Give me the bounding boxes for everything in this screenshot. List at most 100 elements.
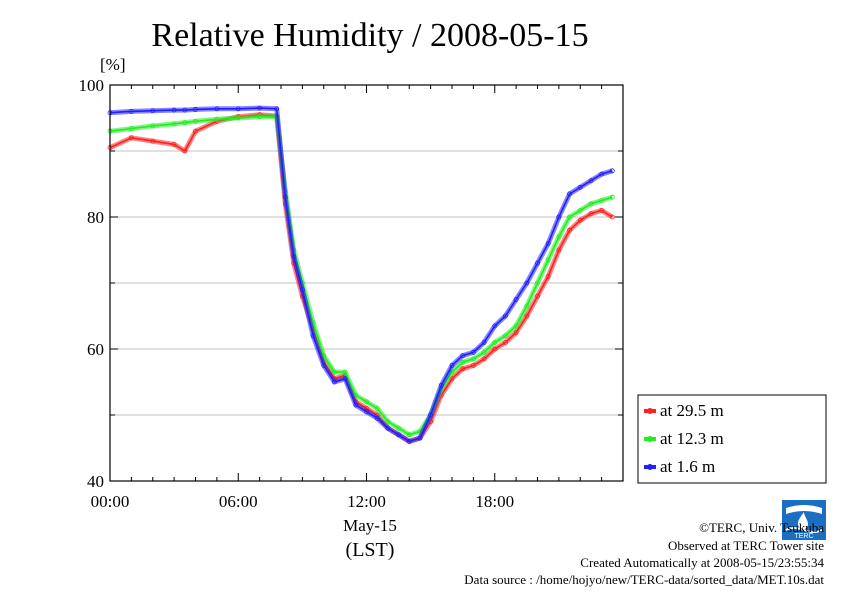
data-point — [535, 280, 540, 286]
y-tick-label: 40 — [87, 472, 104, 491]
chart-title: Relative Humidity / 2008-05-15 — [151, 17, 588, 54]
data-point — [438, 382, 444, 388]
data-point — [567, 191, 572, 197]
data-point — [470, 356, 476, 362]
axis-ticks — [109, 84, 624, 482]
legend-label: at 1.6 m — [660, 457, 715, 476]
data-point — [492, 323, 498, 329]
x-tick-label: 18:00 — [475, 492, 514, 511]
data-point — [556, 214, 562, 220]
data-point — [342, 369, 348, 375]
data-point — [535, 260, 540, 266]
legend-box — [637, 394, 827, 484]
legend-label: at 29.5 m — [660, 401, 724, 420]
data-point — [257, 114, 263, 120]
data-point — [481, 349, 487, 355]
data-point — [481, 339, 487, 345]
data-point — [150, 123, 156, 129]
y-tick-label: 60 — [87, 340, 104, 359]
series-group — [107, 114, 615, 438]
data-point — [182, 107, 188, 113]
data-point — [588, 211, 594, 217]
data-point — [481, 356, 487, 362]
x-tick-label: 06:00 — [219, 492, 258, 511]
series-group — [107, 105, 615, 444]
data-point — [193, 128, 198, 134]
data-point — [599, 198, 605, 203]
data-point — [310, 333, 316, 339]
data-point — [193, 118, 198, 124]
data-point — [428, 412, 434, 418]
data-point — [150, 108, 156, 114]
data-point — [193, 107, 198, 112]
legend-marker — [647, 436, 653, 442]
data-point — [599, 207, 605, 213]
data-point — [609, 214, 615, 220]
data-point — [299, 287, 305, 293]
data-point — [235, 106, 241, 112]
y-tick-labels: 40 60 80 100 — [79, 76, 105, 491]
data-point — [353, 402, 359, 408]
data-point — [513, 297, 519, 302]
data-point — [214, 106, 220, 112]
data-point — [460, 359, 466, 365]
data-point — [524, 313, 530, 319]
data-point — [470, 363, 476, 368]
data-point — [503, 339, 508, 345]
data-point — [524, 303, 530, 309]
data-point — [128, 109, 134, 114]
data-point — [609, 168, 615, 174]
data-point — [588, 178, 594, 184]
data-point — [274, 106, 280, 112]
logo-text: TERC — [794, 533, 813, 540]
data-point — [406, 432, 412, 438]
data-point — [545, 273, 551, 279]
legend-marker — [647, 464, 653, 470]
x-tick-labels: 00:00 06:00 12:00 18:00 — [91, 492, 514, 511]
x-axis-sublabel: (LST) — [346, 539, 395, 561]
x-tick-label: 12:00 — [347, 492, 386, 511]
data-point — [150, 138, 156, 144]
y-tick-label: 100 — [79, 76, 105, 95]
series-lines — [107, 105, 615, 444]
data-point — [257, 105, 263, 111]
data-point — [171, 121, 177, 127]
data-point — [182, 148, 188, 154]
legend: at 29.5 m at 12.3 m at 1.6 m — [644, 401, 724, 476]
data-point — [128, 135, 134, 141]
data-point — [385, 425, 391, 431]
data-point — [406, 438, 412, 444]
data-point — [364, 399, 369, 405]
data-point — [577, 217, 583, 223]
data-point — [524, 280, 530, 286]
series-line — [109, 107, 613, 443]
grid-lines — [110, 150, 623, 416]
y-tick-label: 80 — [87, 208, 104, 227]
data-point — [374, 415, 380, 421]
data-point — [449, 363, 455, 368]
data-point — [235, 115, 241, 121]
series-band — [109, 114, 614, 438]
y-axis-unit: [%] — [100, 55, 125, 74]
credit-source: Data source : /home/hojyo/new/TERC-data/… — [464, 572, 824, 587]
data-point — [588, 201, 594, 207]
credit-copyright: ©TERC, Univ. Tsukuba — [699, 520, 824, 535]
credit-created: Created Automatically at 2008-05-15/23:5… — [580, 555, 824, 570]
data-point — [171, 141, 177, 147]
data-point — [503, 313, 508, 319]
data-point — [396, 425, 401, 431]
data-point — [396, 432, 401, 438]
series-band — [108, 112, 614, 444]
data-point — [374, 405, 380, 411]
data-point — [567, 227, 572, 233]
credit-observed: Observed at TERC Tower site — [667, 538, 824, 553]
data-point — [342, 376, 348, 382]
data-point — [599, 171, 605, 177]
legend-marker — [647, 408, 653, 414]
data-point — [128, 126, 134, 131]
data-point — [545, 240, 551, 246]
data-point — [577, 207, 583, 213]
data-point — [214, 116, 220, 122]
series-band — [109, 105, 614, 444]
